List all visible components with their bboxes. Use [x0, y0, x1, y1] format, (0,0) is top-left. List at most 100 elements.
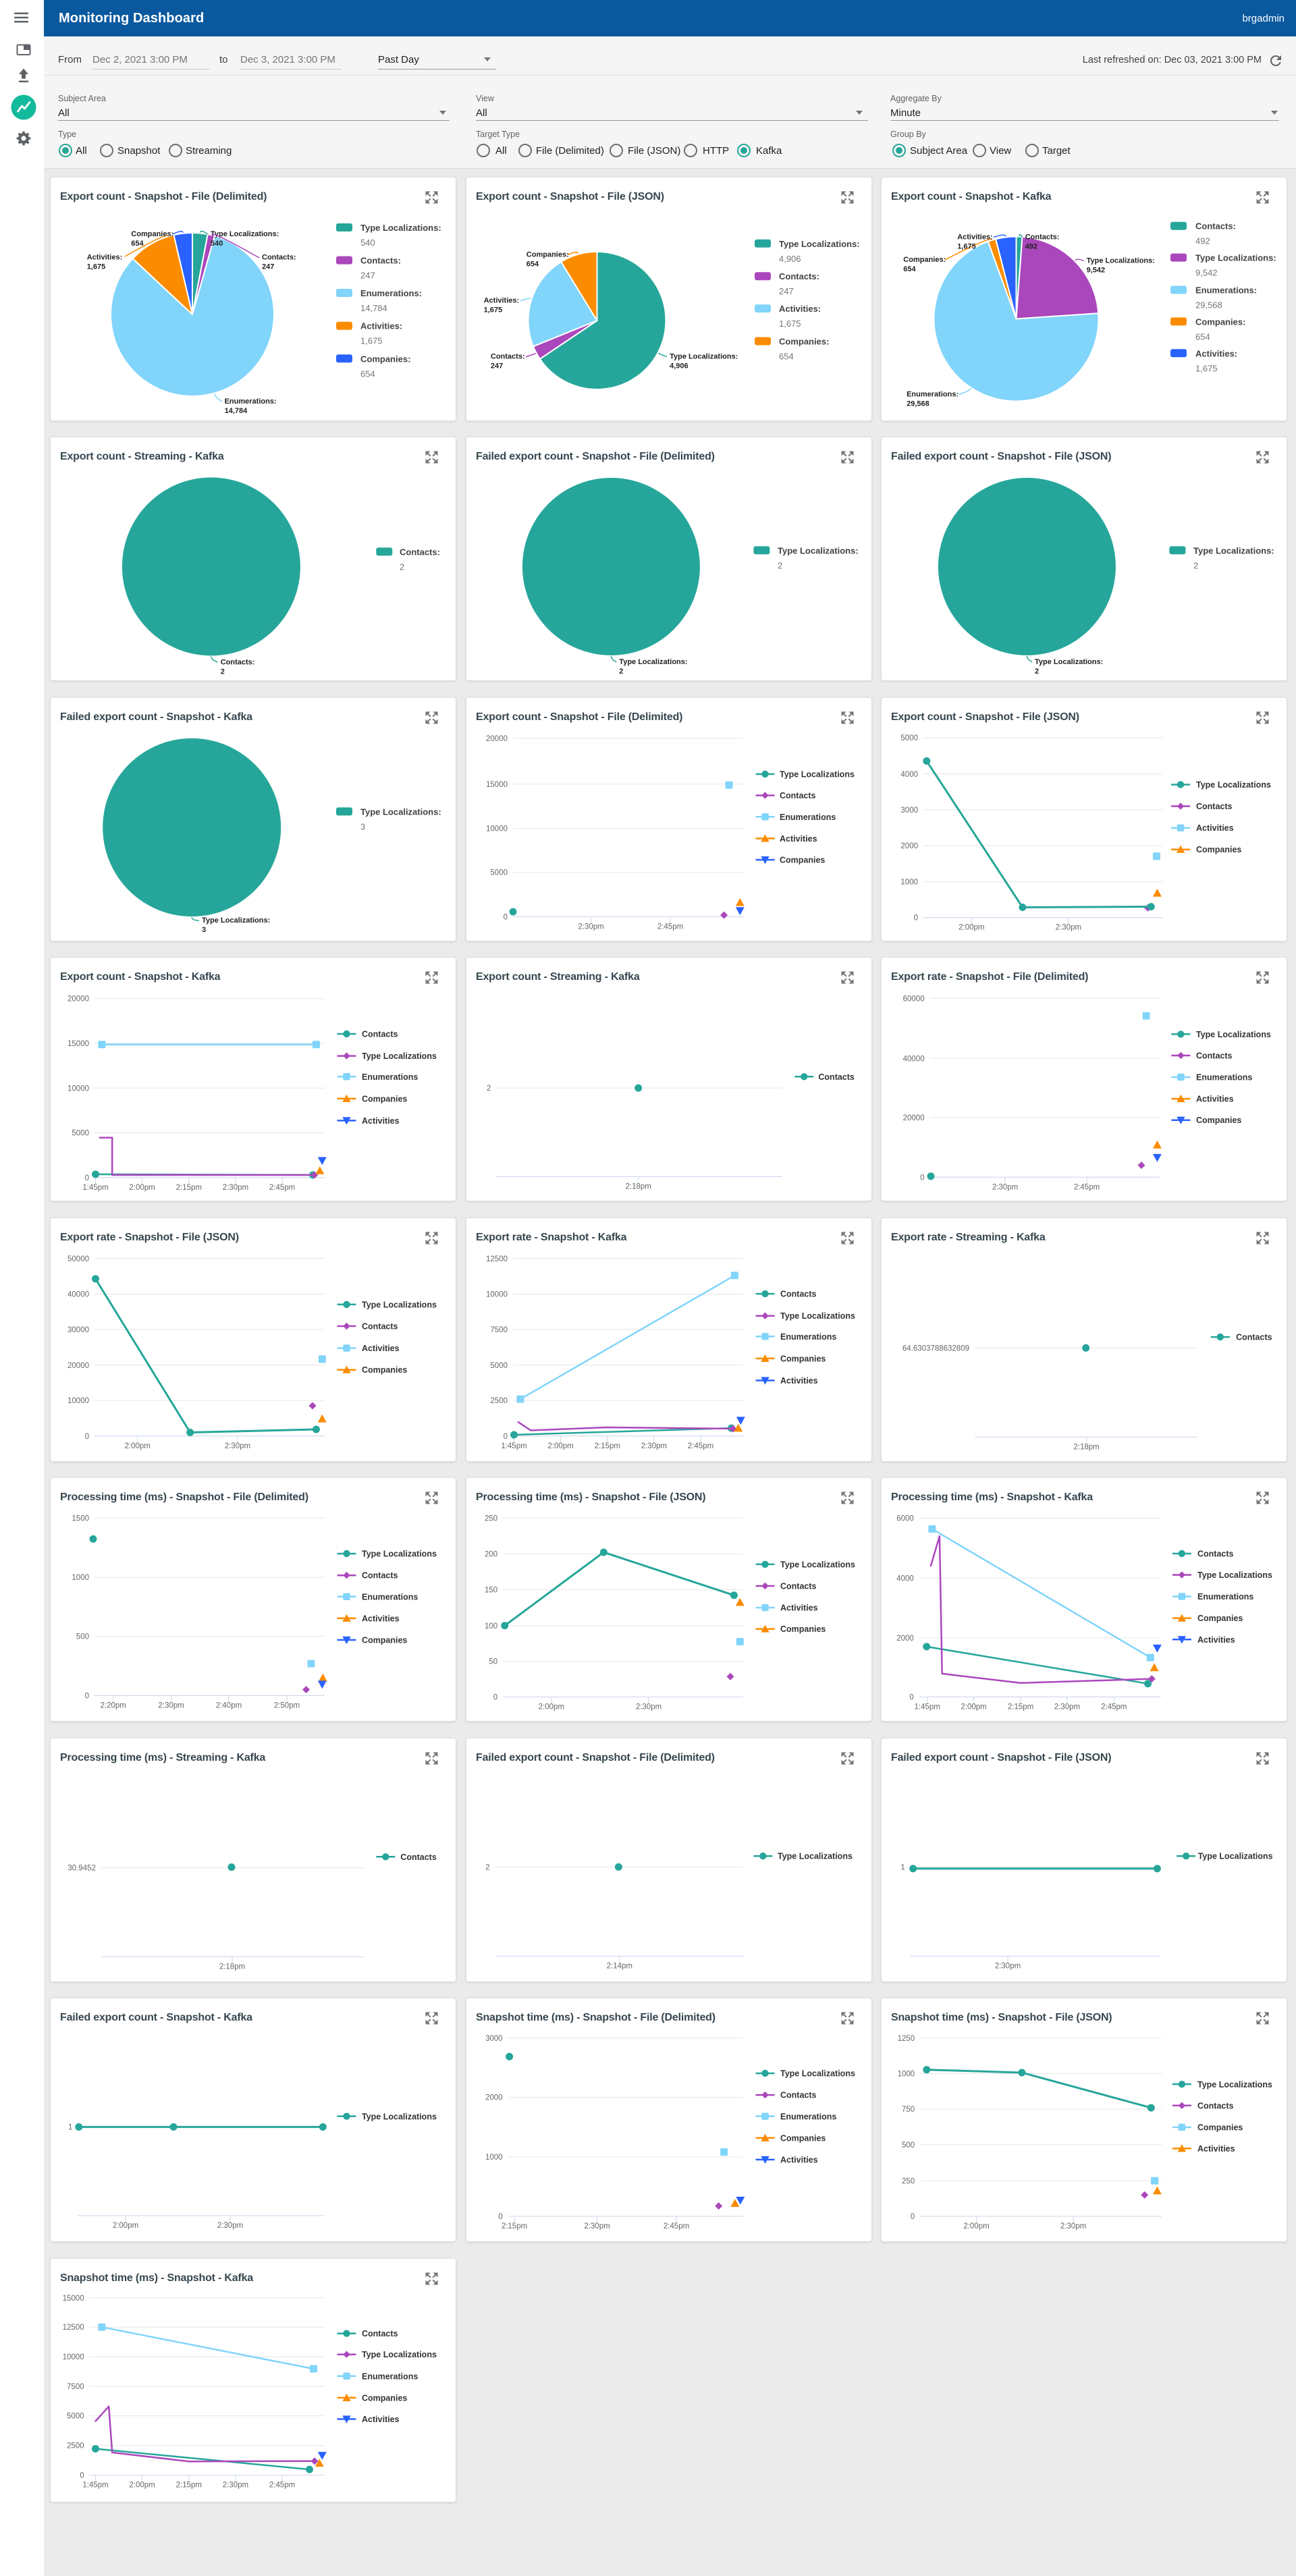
svg-text:Companies: Companies — [362, 1094, 407, 1103]
svg-text:654: 654 — [903, 265, 916, 273]
svg-text:Contacts:: Contacts: — [262, 254, 296, 262]
svg-text:2: 2 — [485, 1863, 489, 1871]
svg-text:6000: 6000 — [896, 1514, 914, 1523]
svg-text:0: 0 — [504, 913, 508, 921]
svg-text:2:20pm: 2:20pm — [101, 1701, 126, 1709]
svg-text:2:00pm: 2:00pm — [129, 2482, 155, 2490]
svg-text:2000: 2000 — [485, 2094, 503, 2102]
svg-text:Companies:: Companies: — [903, 256, 946, 264]
svg-text:14,784: 14,784 — [225, 407, 248, 415]
svg-text:60000: 60000 — [903, 995, 925, 1003]
svg-text:Companies: Companies — [362, 1365, 407, 1375]
svg-text:Activities: Activities — [362, 2415, 400, 2424]
svg-text:Activities:: Activities: — [1195, 348, 1237, 358]
svg-text:30.9452: 30.9452 — [68, 1865, 96, 1873]
svg-text:Contacts: Contacts — [1236, 1333, 1272, 1342]
svg-text:Type Localizations:: Type Localizations: — [211, 230, 279, 238]
svg-text:Processing time (ms) - Snapsho: Processing time (ms) - Snapshot - Kafka — [891, 1491, 1093, 1503]
svg-text:Enumerations: Enumerations — [780, 813, 836, 822]
svg-text:Contacts: Contacts — [362, 2329, 398, 2338]
svg-text:2:18pm: 2:18pm — [626, 1183, 651, 1191]
svg-text:Type Localizations: Type Localizations — [362, 2350, 437, 2359]
svg-text:Contacts: Contacts — [362, 1322, 398, 1332]
svg-text:1000: 1000 — [900, 879, 918, 887]
svg-text:Companies:: Companies: — [131, 230, 173, 238]
svg-text:2:15pm: 2:15pm — [176, 2482, 202, 2490]
svg-text:247: 247 — [262, 263, 274, 271]
svg-text:654: 654 — [360, 368, 375, 379]
svg-text:Export count - Streaming - Kaf: Export count - Streaming - Kafka — [60, 451, 224, 462]
svg-text:Type Localizations: Type Localizations — [780, 1560, 855, 1569]
svg-text:Enumerations: Enumerations — [362, 2372, 418, 2381]
svg-text:Export rate - Snapshot - File: Export rate - Snapshot - File (JSON) — [60, 1232, 239, 1243]
svg-text:Enumerations: Enumerations — [362, 1072, 418, 1082]
svg-text:29,568: 29,568 — [1195, 300, 1222, 310]
svg-text:Failed export count - Snapshot: Failed export count - Snapshot - File (J… — [891, 1752, 1111, 1763]
svg-text:Contacts: Contacts — [1196, 802, 1233, 811]
svg-text:5000: 5000 — [490, 869, 508, 877]
svg-text:540: 540 — [360, 238, 375, 248]
svg-text:500: 500 — [76, 1633, 89, 1641]
svg-text:2:45pm: 2:45pm — [657, 923, 683, 931]
svg-text:2:30pm: 2:30pm — [641, 1442, 667, 1450]
svg-text:Processing time (ms) - Streami: Processing time (ms) - Streaming - Kafka — [60, 1752, 265, 1763]
svg-text:64.6303788632809: 64.6303788632809 — [902, 1344, 969, 1352]
svg-text:Type Localizations:: Type Localizations: — [670, 353, 738, 361]
svg-text:Companies:: Companies: — [360, 354, 410, 364]
svg-text:Contacts: Contacts — [400, 1853, 437, 1862]
svg-text:Type Localizations: Type Localizations — [362, 1300, 437, 1309]
svg-text:Enumerations: Enumerations — [780, 1332, 836, 1342]
svg-text:Export count - Snapshot - Kafk: Export count - Snapshot - Kafka — [891, 191, 1052, 202]
svg-text:2:45pm: 2:45pm — [269, 2482, 295, 2490]
svg-text:Contacts: Contacts — [780, 2091, 817, 2100]
svg-text:Activities: Activities — [780, 1604, 818, 1613]
svg-text:Contacts:: Contacts: — [1025, 234, 1060, 242]
svg-text:Enumerations:: Enumerations: — [907, 391, 959, 399]
svg-text:Type Localizations: Type Localizations — [362, 1051, 437, 1061]
svg-text:0: 0 — [85, 1174, 89, 1182]
svg-text:1:45pm: 1:45pm — [82, 2482, 108, 2490]
svg-text:Activities: Activities — [362, 1614, 400, 1623]
svg-text:654: 654 — [1195, 331, 1210, 341]
svg-text:Type Localizations: Type Localizations — [780, 1311, 855, 1321]
svg-text:247: 247 — [491, 362, 503, 371]
svg-text:2:30pm: 2:30pm — [223, 2482, 248, 2490]
svg-text:Enumerations:: Enumerations: — [225, 398, 277, 406]
svg-text:Contacts: Contacts — [362, 1571, 398, 1581]
svg-text:Activities: Activities — [780, 834, 817, 844]
svg-text:1:45pm: 1:45pm — [501, 1442, 526, 1450]
svg-text:2500: 2500 — [490, 1397, 508, 1405]
svg-text:2:00pm: 2:00pm — [547, 1442, 573, 1450]
svg-text:15000: 15000 — [63, 2295, 84, 2303]
svg-text:Contacts:: Contacts: — [221, 658, 255, 666]
svg-text:Export count - Snapshot - File: Export count - Snapshot - File (Delimite… — [60, 191, 267, 202]
svg-text:Export count - Snapshot - File: Export count - Snapshot - File (Delimite… — [476, 711, 682, 723]
svg-text:2:00pm: 2:00pm — [539, 1703, 564, 1711]
svg-text:20000: 20000 — [68, 995, 89, 1004]
svg-text:2:30pm: 2:30pm — [1056, 924, 1081, 932]
svg-text:Enumerations: Enumerations — [362, 1592, 418, 1601]
svg-text:250: 250 — [485, 1514, 497, 1523]
svg-text:15000: 15000 — [68, 1040, 89, 1048]
svg-text:Export rate - Snapshot - Kafka: Export rate - Snapshot - Kafka — [476, 1232, 627, 1243]
svg-text:40000: 40000 — [68, 1291, 89, 1299]
svg-text:Type Localizations:: Type Localizations: — [360, 223, 441, 233]
svg-text:1,675: 1,675 — [484, 306, 503, 314]
svg-text:2:50pm: 2:50pm — [274, 1701, 300, 1709]
svg-text:1,675: 1,675 — [87, 263, 106, 271]
svg-text:750: 750 — [902, 2106, 915, 2114]
svg-text:Companies: Companies — [362, 1636, 407, 1645]
svg-text:2:00pm: 2:00pm — [963, 2222, 989, 2230]
svg-text:0: 0 — [911, 2213, 915, 2221]
svg-text:Snapshot time (ms) - Snapshot: Snapshot time (ms) - Snapshot - File (JS… — [891, 2012, 1112, 2023]
svg-text:10000: 10000 — [63, 2353, 84, 2361]
svg-text:200: 200 — [485, 1551, 497, 1559]
svg-text:2:15pm: 2:15pm — [502, 2222, 527, 2230]
svg-text:654: 654 — [526, 261, 539, 269]
svg-text:540: 540 — [211, 240, 223, 248]
svg-text:Contacts: Contacts — [1196, 1051, 1233, 1061]
svg-text:50: 50 — [489, 1658, 497, 1666]
svg-text:Contacts:: Contacts: — [1195, 221, 1236, 231]
svg-text:1500: 1500 — [72, 1514, 89, 1523]
svg-text:4,906: 4,906 — [670, 362, 688, 371]
